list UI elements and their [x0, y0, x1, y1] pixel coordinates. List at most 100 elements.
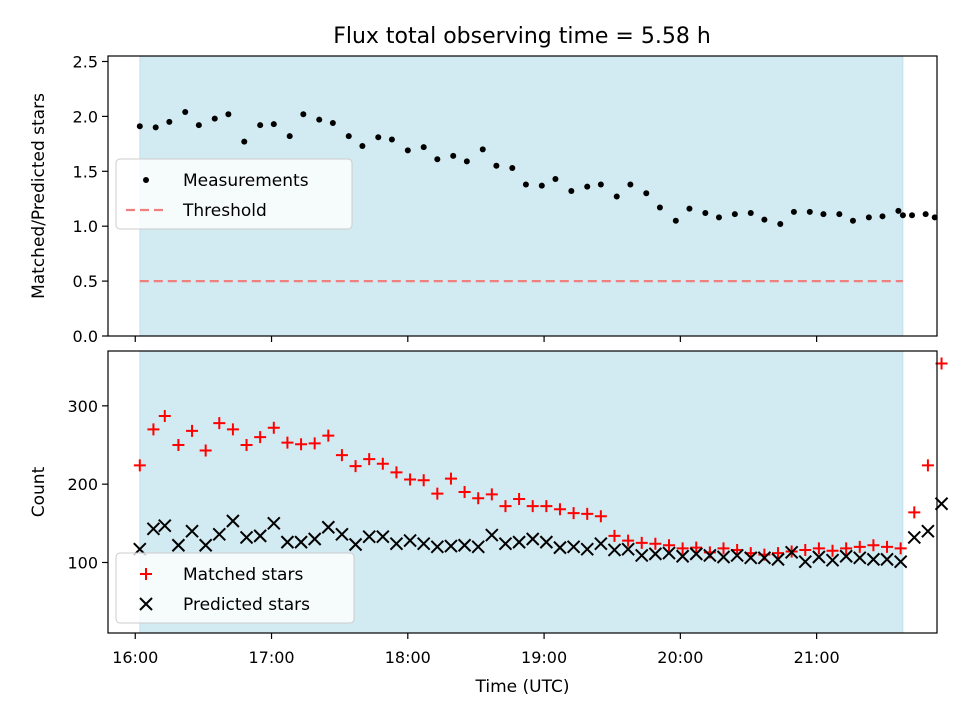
measurement-point: [777, 221, 784, 227]
measurement-point: [538, 182, 545, 189]
x-tick-label: 20:00: [657, 648, 703, 667]
matched-stars-point: [186, 424, 199, 437]
x-tick-label: 21:00: [794, 648, 840, 667]
matched-stars-point: [676, 542, 689, 555]
y-tick-label: 1.5: [73, 162, 98, 181]
predicted-stars-point: [526, 532, 540, 546]
x-tick-label: 16:00: [112, 648, 158, 667]
measurement-point: [166, 118, 173, 125]
y-tick-label: 300: [67, 397, 98, 416]
measurement-point: [686, 205, 693, 212]
matched-stars-point: [226, 423, 239, 436]
matched-stars-point: [853, 540, 866, 553]
predicted-stars-point: [146, 522, 161, 536]
matched-stars-point: [867, 539, 880, 552]
matched-stars-point: [254, 431, 267, 444]
matched-stars-point: [567, 507, 580, 520]
predicted-stars-point: [158, 518, 172, 533]
matched-stars-point: [499, 500, 512, 513]
matched-stars-point: [431, 487, 444, 500]
y-tick-label: 100: [67, 554, 98, 573]
matched-stars-point: [349, 460, 362, 473]
matched-stars-point: [133, 459, 146, 472]
legend-measurement-swatch: [143, 177, 149, 183]
predicted-stars-point: [294, 535, 308, 549]
legend-predicted-swatch: [139, 597, 153, 611]
measurement-point: [345, 133, 352, 140]
matched-stars-point: [472, 492, 485, 505]
predicted-stars-point: [212, 527, 226, 542]
predicted-stars-point: [267, 516, 281, 531]
legend: Matched stars Predicted stars: [115, 552, 355, 624]
predicted-stars-point: [485, 528, 499, 542]
x-tick-label: 19:00: [521, 648, 567, 667]
plot-frame: [107, 350, 938, 634]
predicted-stars-point: [866, 552, 881, 567]
matched-stars-point: [417, 474, 430, 487]
predicted-stars-point: [825, 553, 840, 567]
matched-stars-point: [649, 537, 662, 550]
measurement-point: [643, 190, 650, 197]
matched-stars-point: [390, 466, 403, 479]
measurement-point: [836, 211, 843, 218]
matched-stars-point: [553, 503, 566, 516]
predicted-stars-point: [321, 520, 336, 534]
predicted-stars-point: [730, 548, 744, 563]
predicted-stars-point: [389, 536, 404, 551]
matched-stars-point: [322, 429, 335, 442]
matched-stars-point: [281, 436, 294, 449]
measurement-point: [849, 217, 856, 224]
matched-stars-point: [376, 457, 389, 470]
measurement-point: [404, 147, 411, 154]
measurement-point: [627, 181, 634, 188]
y-tick-label: 2.0: [73, 107, 98, 126]
matched-stars-point: [540, 500, 553, 513]
predicted-stars-point: [853, 551, 867, 565]
matched-stars-point: [485, 488, 498, 501]
y-tick-label: 2.5: [73, 52, 98, 71]
matched-stars-point: [881, 540, 894, 553]
measurement-point: [211, 115, 218, 122]
predicted-stars-point: [253, 529, 267, 543]
predicted-stars-point: [812, 550, 826, 564]
matched-stars-point: [404, 473, 417, 486]
measurement-point: [375, 134, 382, 141]
measurement-point: [865, 214, 872, 221]
predicted-stars-point: [171, 538, 186, 552]
measurement-point: [747, 210, 754, 217]
matched-stars-point: [213, 417, 226, 430]
measurement-point: [316, 116, 323, 123]
predicted-stars-point: [635, 548, 649, 563]
bottom-panel: 100 200 300 16:00 17:00 18:00 19:00 20:00 21:00…: [29, 350, 949, 697]
matched-stars-point: [717, 542, 730, 555]
measurement-point: [434, 156, 441, 163]
predicted-stars-point: [471, 540, 485, 554]
measurement-point: [463, 158, 470, 165]
predicted-stars-point: [280, 535, 295, 549]
predicted-stars-point: [362, 529, 376, 544]
measurement-point: [584, 183, 591, 190]
predicted-stars-point: [566, 540, 581, 554]
y-tick-label: 200: [67, 475, 98, 494]
matched-stars-point: [458, 486, 471, 498]
predicted-stars-point: [907, 530, 921, 545]
measurement-point: [388, 136, 395, 143]
matched-stars-point: [308, 437, 321, 450]
measurement-point: [286, 133, 293, 140]
measurement-point: [895, 207, 902, 214]
measurement-point: [359, 143, 366, 150]
measurement-point: [931, 214, 938, 221]
measurement-point: [300, 111, 307, 118]
y-axis-label: Matched/Predicted stars: [29, 93, 49, 299]
measurement-point: [731, 211, 738, 218]
legend-label: Threshold: [182, 201, 267, 221]
predicted-stars-point: [376, 529, 390, 544]
matched-stars-point: [594, 510, 607, 523]
matched-stars-point: [267, 421, 280, 434]
predicted-stars-point: [539, 535, 554, 549]
predicted-stars-point: [416, 536, 431, 551]
plot-marks: [136, 109, 938, 283]
measurement-point: [270, 121, 277, 128]
measurement-point: [493, 162, 500, 169]
measurement-point: [672, 217, 679, 224]
